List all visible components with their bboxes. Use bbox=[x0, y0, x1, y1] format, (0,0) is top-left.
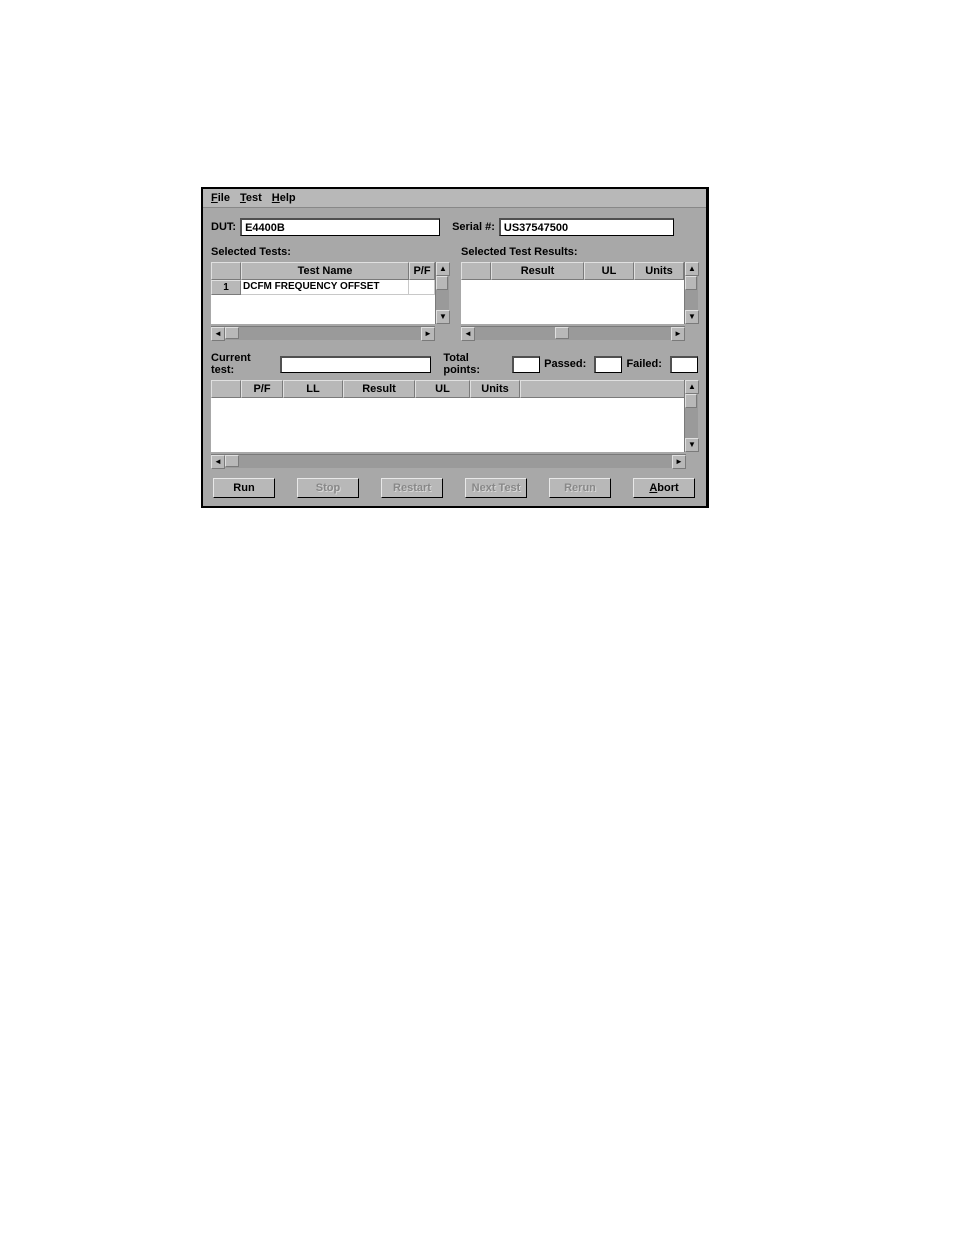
results-table-header: Result UL Units bbox=[461, 262, 684, 280]
dut-label: DUT: bbox=[211, 221, 236, 233]
scroll-up-icon[interactable]: ▲ bbox=[436, 262, 450, 276]
th-units: Units bbox=[470, 380, 520, 398]
passed-label: Passed: bbox=[544, 358, 586, 370]
main-content: DUT: Serial #: Selected Tests: Test Name… bbox=[203, 208, 706, 506]
scroll-left-icon[interactable]: ◄ bbox=[461, 327, 475, 341]
th-blank bbox=[211, 262, 241, 280]
scroll-right-icon[interactable]: ► bbox=[672, 455, 686, 469]
scroll-down-icon[interactable]: ▼ bbox=[436, 310, 450, 324]
scroll-down-icon[interactable]: ▼ bbox=[685, 438, 699, 452]
scroll-up-icon[interactable]: ▲ bbox=[685, 262, 699, 276]
hscroll-thumb[interactable] bbox=[225, 455, 239, 467]
dut-input[interactable] bbox=[240, 218, 440, 236]
total-points-field bbox=[512, 356, 540, 373]
th-blank bbox=[461, 262, 491, 280]
selected-tests-label: Selected Tests: bbox=[211, 246, 449, 258]
abort-button[interactable]: Abort bbox=[633, 478, 695, 498]
total-points-label: Total points: bbox=[443, 352, 504, 376]
tests-table-body: 1 DCFM FREQUENCY OFFSET bbox=[211, 280, 435, 324]
scroll-right-icon[interactable]: ► bbox=[421, 327, 435, 341]
stop-button[interactable]: Stop bbox=[297, 478, 359, 498]
menu-help[interactable]: Help bbox=[272, 192, 296, 204]
th-extra bbox=[520, 380, 684, 398]
detail-table-body bbox=[211, 398, 684, 452]
hscroll-thumb[interactable] bbox=[225, 327, 239, 339]
vscroll-thumb[interactable] bbox=[436, 276, 448, 290]
passed-field bbox=[594, 356, 622, 373]
menu-file[interactable]: File bbox=[211, 192, 230, 204]
scroll-left-icon[interactable]: ◄ bbox=[211, 327, 225, 341]
detail-hscroll[interactable]: ◄ ► bbox=[211, 454, 686, 468]
table-row[interactable]: 1 DCFM FREQUENCY OFFSET bbox=[211, 280, 435, 295]
th-ul: UL bbox=[415, 380, 470, 398]
results-vscroll[interactable]: ▲ ▼ bbox=[684, 262, 698, 324]
current-test-field bbox=[280, 356, 431, 373]
th-pf: P/F bbox=[241, 380, 283, 398]
td-testname: DCFM FREQUENCY OFFSET bbox=[241, 280, 409, 295]
th-result: Result bbox=[491, 262, 584, 280]
scroll-right-icon[interactable]: ► bbox=[671, 327, 685, 341]
th-ul: UL bbox=[584, 262, 634, 280]
hscroll-thumb[interactable] bbox=[555, 327, 569, 339]
restart-button[interactable]: Restart bbox=[381, 478, 443, 498]
detail-table-header: P/F LL Result UL Units bbox=[211, 380, 684, 398]
td-rownum: 1 bbox=[211, 280, 241, 295]
scroll-down-icon[interactable]: ▼ bbox=[685, 310, 699, 324]
th-result: Result bbox=[343, 380, 415, 398]
th-blank bbox=[211, 380, 241, 398]
results-table-body bbox=[461, 280, 684, 324]
failed-field bbox=[670, 356, 698, 373]
results-hscroll[interactable]: ◄ ► bbox=[461, 326, 685, 340]
menu-test[interactable]: Test bbox=[240, 192, 262, 204]
current-test-label: Current test: bbox=[211, 352, 272, 376]
serial-label: Serial #: bbox=[452, 221, 495, 233]
failed-label: Failed: bbox=[626, 358, 661, 370]
scroll-up-icon[interactable]: ▲ bbox=[685, 380, 699, 394]
th-ll: LL bbox=[283, 380, 343, 398]
selected-results-label: Selected Test Results: bbox=[461, 246, 698, 258]
scroll-left-icon[interactable]: ◄ bbox=[211, 455, 225, 469]
th-test-name: Test Name bbox=[241, 262, 409, 280]
app-window: File Test Help DUT: Serial #: Selected T… bbox=[201, 187, 709, 508]
vscroll-thumb[interactable] bbox=[685, 276, 697, 290]
th-pf: P/F bbox=[409, 262, 435, 280]
th-units: Units bbox=[634, 262, 684, 280]
vscroll-thumb[interactable] bbox=[685, 394, 697, 408]
rerun-button[interactable]: Rerun bbox=[549, 478, 611, 498]
menubar: File Test Help bbox=[203, 189, 706, 208]
tests-vscroll[interactable]: ▲ ▼ bbox=[435, 262, 449, 324]
tests-hscroll[interactable]: ◄ ► bbox=[211, 326, 435, 340]
next-test-button[interactable]: Next Test bbox=[465, 478, 527, 498]
run-button[interactable]: Run bbox=[213, 478, 275, 498]
td-pf bbox=[409, 280, 435, 295]
serial-input[interactable] bbox=[499, 218, 674, 236]
detail-vscroll[interactable]: ▲ ▼ bbox=[684, 380, 698, 452]
tests-table-header: Test Name P/F bbox=[211, 262, 435, 280]
